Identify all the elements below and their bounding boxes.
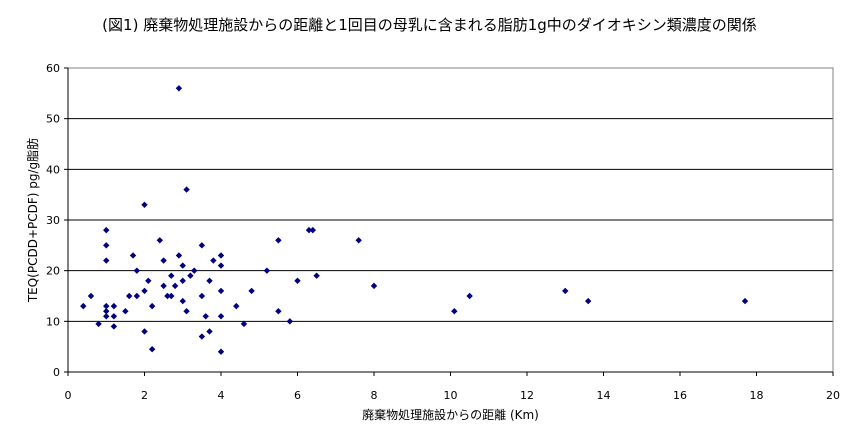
data-point (103, 242, 110, 249)
data-point (191, 267, 198, 274)
data-point (103, 302, 110, 310)
data-point (160, 282, 167, 290)
data-point (217, 262, 225, 269)
x-tick-labels: 0 2 4 6 8 10 12 14 16 18 20 (65, 389, 841, 402)
data-point (233, 302, 240, 310)
y-tick-label: 0 (53, 366, 60, 379)
data-point (164, 292, 171, 300)
data-point (206, 277, 213, 284)
data-point (80, 302, 87, 310)
data-point (141, 328, 148, 335)
data-point (294, 277, 301, 284)
data-point (198, 333, 206, 340)
x-tick-label: 20 (826, 389, 840, 402)
data-point (175, 85, 183, 92)
data-point (217, 313, 225, 320)
data-point (145, 277, 152, 284)
x-axis-label: 廃棄物処理施設からの距離 (Km) (362, 407, 539, 422)
data-point (217, 252, 225, 259)
grid-lines (68, 67, 833, 322)
data-point (275, 237, 282, 244)
y-tick-labels: 0 10 20 30 40 50 60 (46, 62, 60, 379)
data-point (198, 292, 206, 300)
y-axis-label: TEQ(PCDD+PCDF) pg/g脂肪 (25, 138, 40, 303)
data-point (110, 323, 118, 330)
data-point (370, 282, 378, 290)
data-point (179, 262, 186, 269)
x-tick-label: 6 (294, 389, 301, 402)
data-point (451, 308, 458, 315)
data-point (263, 267, 271, 274)
data-point (110, 302, 118, 310)
data-point (168, 272, 175, 279)
data-point (160, 257, 167, 264)
data-point (148, 302, 156, 310)
data-point (206, 328, 213, 335)
data-point (133, 267, 141, 274)
data-point (217, 348, 225, 355)
data-point (313, 272, 320, 279)
data-point (275, 308, 282, 315)
data-point (141, 287, 148, 295)
data-point (217, 287, 225, 295)
data-point (171, 282, 179, 290)
data-point (168, 292, 175, 300)
data-point (103, 313, 110, 320)
axes (64, 67, 834, 376)
data-point (179, 277, 186, 284)
y-tick-label: 40 (46, 163, 60, 176)
data-point (355, 237, 362, 244)
data-point (133, 292, 141, 300)
x-tick-label: 12 (520, 389, 534, 402)
y-tick-label: 50 (46, 113, 60, 126)
data-point (179, 297, 186, 305)
data-point (103, 257, 110, 264)
data-point (562, 287, 569, 295)
data-point (103, 308, 110, 315)
data-point (103, 226, 110, 234)
x-tick-label: 10 (444, 389, 458, 402)
x-tick-label: 16 (673, 389, 687, 402)
data-point (305, 226, 313, 234)
data-point (141, 201, 148, 208)
data-point (309, 226, 316, 234)
data-point (122, 308, 129, 315)
data-point (126, 292, 133, 300)
data-point (110, 313, 118, 320)
data-point (156, 237, 163, 244)
data-point (240, 320, 248, 328)
y-tick-label: 20 (46, 265, 60, 278)
data-point (210, 257, 217, 264)
data-point (87, 292, 95, 300)
y-tick-label: 10 (46, 315, 60, 328)
data-point (183, 308, 190, 315)
x-tick-label: 8 (371, 389, 378, 402)
data-point (202, 313, 209, 320)
data-point (175, 252, 183, 259)
y-tick-label: 60 (46, 62, 60, 75)
x-tick-label: 4 (218, 389, 225, 402)
x-tick-label: 14 (597, 389, 611, 402)
x-tick-label: 2 (141, 389, 148, 402)
chart-title: (図1) 廃棄物処理施設からの距離と1回目の母乳に含まれる脂肪1g中のダイオキシ… (102, 16, 757, 34)
data-point (198, 242, 206, 249)
data-point (741, 297, 749, 305)
x-tick-label: 0 (65, 389, 72, 402)
data-point (183, 186, 190, 193)
data-point (286, 318, 294, 325)
data-points (80, 85, 749, 355)
x-tick-label: 18 (750, 389, 764, 402)
data-point (585, 297, 592, 305)
data-point (129, 252, 137, 259)
data-point (95, 320, 102, 328)
data-point (148, 346, 156, 353)
y-tick-label: 30 (46, 214, 60, 227)
data-point (466, 292, 473, 300)
data-point (248, 287, 255, 295)
data-point (187, 272, 194, 279)
